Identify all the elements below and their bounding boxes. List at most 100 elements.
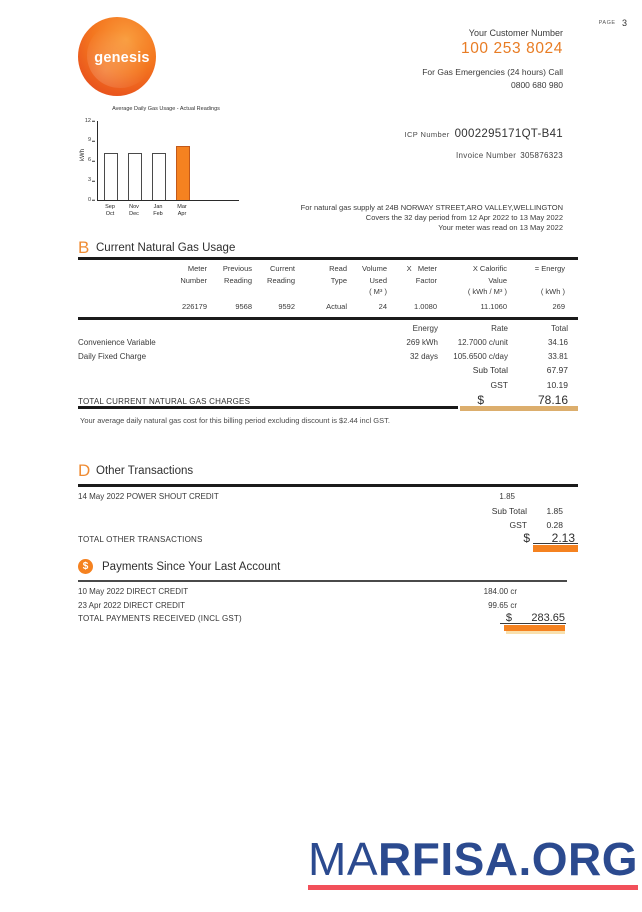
col-read-type: Read Type [329, 264, 347, 285]
watermark-text-light: MA [308, 833, 378, 885]
subtotal-value: 67.97 [546, 365, 568, 375]
gst-value: 10.19 [546, 380, 568, 390]
icp-block: ICP Number 0002295171QT-B41 Invoice Numbe… [404, 124, 563, 160]
current-reading-value: 9592 [278, 302, 295, 311]
charges-header-row: Energy Rate Total [78, 324, 578, 336]
other-total-value: 2.13 [551, 531, 575, 545]
payments-total-row: TOTAL PAYMENTS RECEIVED (INCL GST) $ 283… [78, 612, 578, 626]
supply-address-block: For natural gas supply at 24B NORWAY STR… [301, 203, 563, 233]
chart-bar [152, 153, 166, 200]
charge-label: Convenience Variable [78, 338, 156, 347]
chart-title: Average Daily Gas Usage - Actual Reading… [112, 106, 220, 112]
payment-label: 10 May 2022 DIRECT CREDIT [78, 587, 189, 596]
average-cost-note: Your average daily natural gas cost for … [80, 416, 390, 425]
payments-total-underline [500, 623, 566, 624]
meter-table-header: Meter Number Previous Reading Current Re… [78, 263, 565, 298]
meter-table-rule [78, 317, 578, 320]
transaction-row: 14 May 2022 POWER SHOUT CREDIT 1.85 [78, 492, 578, 504]
gst-value: 0.28 [546, 520, 563, 530]
watermark-text: MARFISA.ORG [308, 836, 638, 882]
col-previous-reading: Previous Reading [222, 264, 252, 285]
icp-number-label: ICP Number [404, 130, 450, 139]
payments-total-bar [504, 625, 565, 631]
col-meter-number: Meter Number [180, 264, 207, 285]
chart-xlabels: Sep Oct Nov Dec Jan Feb Mar Apr [97, 204, 189, 217]
gst-row: GST 10.19 [78, 380, 578, 392]
chart-x-label: Mar Apr [177, 204, 187, 217]
payments-total-bar-shadow [506, 631, 565, 634]
charge-total: 33.81 [547, 352, 568, 361]
subtotal-value: 1.85 [546, 506, 563, 516]
col-current-reading: Current Reading [267, 264, 295, 285]
chart-y-tick: 6 [87, 156, 96, 163]
previous-reading-value: 9568 [235, 302, 252, 311]
charge-label: Daily Fixed Charge [78, 352, 147, 361]
gst-label: GST [490, 380, 508, 390]
subtotal-label: Sub Total [491, 506, 527, 516]
meter-number-value: 226179 [181, 302, 207, 311]
gas-total-row: TOTAL CURRENT NATURAL GAS CHARGES $ 78.1… [78, 393, 578, 409]
chart-y-tick: 12 [84, 117, 96, 124]
subtotal-row: Sub Total 67.97 [78, 365, 578, 377]
section-b-letter: B [78, 238, 90, 257]
invoice-number-row: Invoice Number 305876323 [404, 151, 563, 160]
col-calorific-value: X Calorific Value ( kWh / M³ ) [467, 264, 507, 296]
charge-row: Convenience Variable 269 kWh 12.7000 c/u… [78, 338, 578, 350]
page-number: PAGE 3 [599, 13, 627, 31]
currency-sign: $ [505, 612, 512, 624]
payment-amount: 184.00 cr [483, 587, 517, 596]
watermark-text-bold: RFISA.ORG [378, 833, 639, 885]
gst-row: GST 0.28 [78, 520, 578, 532]
section-b-title: Current Natural Gas Usage [96, 242, 236, 254]
watermark: MARFISA.ORG [308, 836, 639, 890]
payment-row: 10 May 2022 DIRECT CREDIT 184.00 cr [78, 587, 578, 599]
gas-total-label: TOTAL CURRENT NATURAL GAS CHARGES [78, 397, 251, 406]
invoice-number-value: 305876323 [520, 151, 563, 160]
payment-amount: 99.65 cr [488, 601, 517, 610]
other-total-bar [533, 545, 578, 552]
chart-bars [98, 121, 239, 200]
payment-row: 23 Apr 2022 DIRECT CREDIT 99.65 cr [78, 601, 578, 613]
charge-energy: 269 kWh [406, 338, 438, 347]
col-energy: = Energy ( kWh ) [534, 264, 565, 296]
col-volume-used: Volume Used ( M³ ) [361, 264, 387, 296]
currency-sign: $ [477, 393, 484, 407]
charges-col-rate: Rate [491, 324, 508, 333]
charges-col-total: Total [551, 324, 568, 333]
customer-header: Your Customer Number 100 253 8024 For Ga… [422, 28, 563, 90]
gas-emergency-phone: 0800 680 980 [511, 80, 563, 90]
col-meter-factor: X Meter Factor [406, 264, 437, 285]
page-number-value: 3 [621, 18, 627, 28]
other-total-row: TOTAL OTHER TRANSACTIONS $ 2.13 [78, 531, 578, 547]
supply-line-1: For natural gas supply at 24B NORWAY STR… [300, 203, 563, 212]
icp-number-row: ICP Number 0002295171QT-B41 [404, 124, 563, 142]
chart-x-label: Nov Dec [129, 204, 139, 217]
chart-bar [104, 153, 118, 200]
meter-factor-value: 1.0080 [414, 302, 437, 311]
section-d-rule [78, 484, 578, 487]
subtotal-label: Sub Total [472, 365, 508, 375]
gas-total-rule-black [78, 406, 458, 409]
meter-table-row: 226179 9568 9592 Actual 24 1.0080 11.106… [78, 301, 565, 313]
chart-x-label: Jan Feb [153, 204, 163, 217]
watermark-underline [308, 885, 639, 890]
gas-emergency-label: For Gas Emergencies (24 hours) Call [422, 67, 563, 77]
section-b-rule [78, 257, 578, 260]
charge-rate: 105.6500 c/day [453, 352, 508, 361]
read-type-value: Actual [326, 302, 347, 311]
chart-bar [128, 153, 142, 200]
volume-used-value: 24 [378, 302, 387, 311]
transaction-amount: 1.85 [499, 492, 515, 501]
genesis-logo: genesis [78, 17, 156, 96]
chart-y-tick: 9 [87, 137, 96, 143]
supply-line-3: Your meter was read on 13 May 2022 [438, 223, 563, 232]
dollar-circle-icon: $ [78, 559, 93, 574]
chart-y-tick: 0 [87, 196, 96, 203]
payments-total-value: 283.65 [531, 612, 565, 624]
customer-number-label: Your Customer Number [468, 28, 563, 38]
charge-row: Daily Fixed Charge 32 days 105.6500 c/da… [78, 352, 578, 364]
chart-bar [176, 146, 190, 200]
charges-col-energy: Energy [412, 324, 438, 333]
gas-total-rule-tan [460, 406, 578, 411]
